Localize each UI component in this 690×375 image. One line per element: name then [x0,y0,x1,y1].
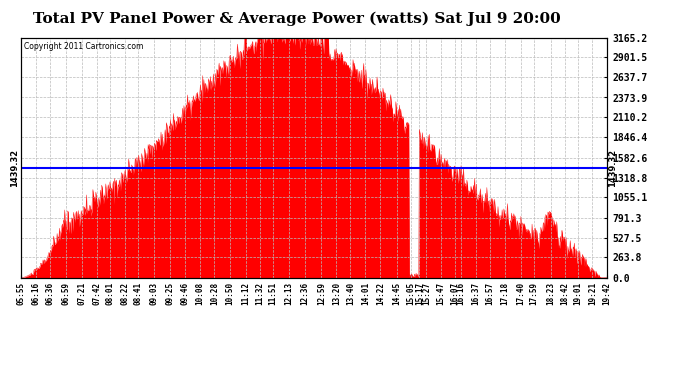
Text: 1439.32: 1439.32 [10,149,19,188]
Text: Copyright 2011 Cartronics.com: Copyright 2011 Cartronics.com [23,42,143,51]
Text: Total PV Panel Power & Average Power (watts) Sat Jul 9 20:00: Total PV Panel Power & Average Power (wa… [33,11,560,26]
Text: 1439.32: 1439.32 [609,149,618,188]
